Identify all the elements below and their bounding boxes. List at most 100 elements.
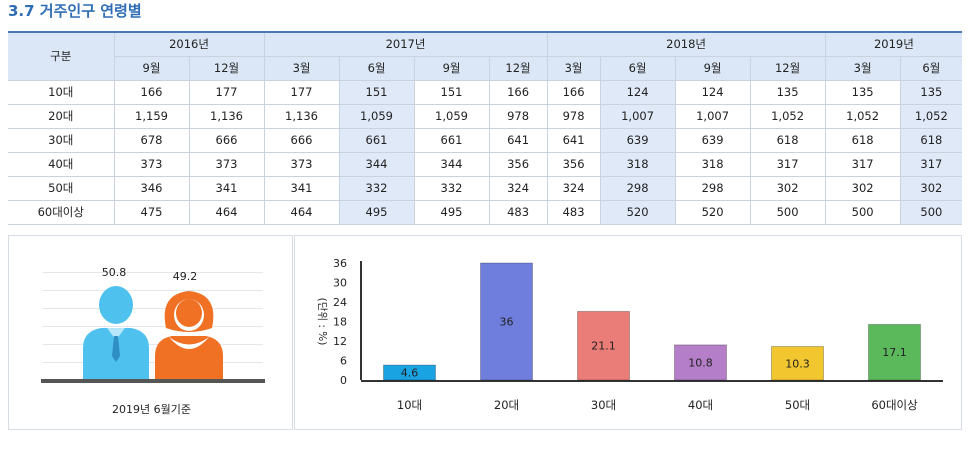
- month-header: 3월: [264, 56, 340, 81]
- month-header: 3월: [547, 56, 601, 81]
- month-header: 12월: [750, 56, 826, 81]
- table-cell: 166: [114, 80, 190, 105]
- table-cell: 978: [547, 104, 601, 129]
- table-cell: 1,136: [264, 104, 340, 129]
- table-cell: 356: [489, 152, 548, 177]
- table-cell: 135: [750, 80, 826, 105]
- y-tick-label: 24: [333, 296, 347, 309]
- x-category-label: 60대이상: [871, 398, 918, 412]
- table-cell: 520: [600, 200, 676, 225]
- table-cell: 317: [900, 152, 963, 177]
- bar-value-label: 4.6: [401, 367, 419, 380]
- table-cell: 341: [264, 176, 340, 201]
- y-tick-label: 6: [340, 355, 347, 368]
- table-cell: 1,007: [675, 104, 751, 129]
- table-cell: 332: [339, 176, 415, 201]
- month-header: 6월: [339, 56, 415, 81]
- year-header: 2018년: [547, 31, 826, 57]
- table-cell: 318: [600, 152, 676, 177]
- table-cell: 666: [264, 128, 340, 153]
- y-tick-label: 0: [340, 374, 347, 387]
- male-person-icon: [83, 286, 149, 381]
- table-cell: 520: [675, 200, 751, 225]
- row-label: 50대: [8, 176, 115, 201]
- bar-6: [868, 323, 921, 381]
- table-cell: 483: [547, 200, 601, 225]
- table-cell: 475: [114, 200, 190, 225]
- table-cell: 666: [189, 128, 265, 153]
- table-cell: 661: [414, 128, 490, 153]
- month-header: 9월: [675, 56, 751, 81]
- table-cell: 1,059: [414, 104, 490, 129]
- table-cell: 135: [825, 80, 901, 105]
- table-cell: 298: [675, 176, 751, 201]
- year-header: 2016년: [114, 31, 265, 57]
- table-cell: 1,052: [900, 104, 963, 129]
- year-header-row: 구분 2016년 2017년 2018년 2019년: [8, 31, 963, 81]
- x-category-label: 20대: [494, 398, 519, 412]
- table-cell: 483: [489, 200, 548, 225]
- age-population-table: 구분 2016년 2017년 2018년 2019년 9월 12월 3월 6월 9월 12월 3월…: [8, 31, 963, 225]
- grid-line: [43, 290, 263, 291]
- table-cell: 618: [750, 128, 826, 153]
- age-ratio-chart-panel: 0 6 12 18 24 30 36 (단위 : %) 4.6 10대 36 20대 21.1 30대 10…: [294, 235, 962, 430]
- row-label: 40대: [8, 152, 115, 177]
- table-cell: 124: [600, 80, 676, 105]
- table-cell: 373: [189, 152, 265, 177]
- table-cell: 302: [900, 176, 963, 201]
- table-cell: 332: [414, 176, 490, 201]
- bar-value-label: 10.3: [785, 357, 810, 370]
- gender-figures: [83, 286, 223, 381]
- month-header: 12월: [189, 56, 265, 81]
- table-cell: 135: [900, 80, 963, 105]
- x-category-label: 30대: [591, 398, 616, 412]
- bar-5: [771, 346, 824, 381]
- corner-header: 구분: [8, 31, 115, 81]
- table-cell: 500: [900, 200, 963, 225]
- table-cell: 661: [339, 128, 415, 153]
- table-cell: 124: [675, 80, 751, 105]
- grid-line: [43, 344, 263, 345]
- section-title: 3.7 거주인구 연령별: [8, 2, 142, 20]
- table-cell: 500: [750, 200, 826, 225]
- table-cell: 341: [189, 176, 265, 201]
- table-row: 50대 346 341 341 332 332 324 324 298 298 302 302 302: [8, 176, 963, 201]
- table-cell: 1,007: [600, 104, 676, 129]
- gender-ratio-panel: 50.8 49.2 2019년 6월기준: [8, 235, 293, 430]
- table-cell: 978: [489, 104, 548, 129]
- table-cell: 166: [547, 80, 601, 105]
- grid-line: [43, 326, 263, 327]
- table-cell: 495: [339, 200, 415, 225]
- table-row: 20대 1,159 1,136 1,136 1,059 1,059 978 978 1,007 1…: [8, 104, 963, 129]
- female-person-icon: [155, 291, 223, 381]
- table-cell: 302: [750, 176, 826, 201]
- table-cell: 177: [189, 80, 265, 105]
- table-cell: 344: [414, 152, 490, 177]
- table-row: 60대이상 475 464 464 495 495 483 483 520 520 500 500 50…: [8, 200, 963, 225]
- grid-line: [43, 362, 263, 363]
- table-cell: 151: [339, 80, 415, 105]
- bar-1: [383, 364, 436, 381]
- table-row: 10대 166 177 177 151 151 166 166 124 124 135 135 135: [8, 80, 963, 105]
- table-cell: 298: [600, 176, 676, 201]
- month-header: 3월: [825, 56, 901, 81]
- bar-value-label: 21.1: [591, 340, 616, 353]
- table-cell: 1,052: [825, 104, 901, 129]
- month-header: 9월: [114, 56, 190, 81]
- table-cell: 464: [189, 200, 265, 225]
- grid-line: [43, 308, 263, 309]
- month-header-row: 9월 12월 3월 6월 9월 12월 3월 6월 9월 12월 3월 6월: [8, 56, 963, 81]
- y-tick-label: 30: [333, 277, 347, 290]
- table-cell: 641: [489, 128, 548, 153]
- table-row: 30대 678 666 666 661 661 641 641 639 639 618 618 618: [8, 128, 963, 153]
- female-percent: 49.2: [172, 270, 198, 283]
- month-header: 6월: [900, 56, 963, 81]
- table-cell: 344: [339, 152, 415, 177]
- table-cell: 1,159: [114, 104, 190, 129]
- bar-2: [480, 262, 533, 381]
- table-cell: 373: [264, 152, 340, 177]
- table-cell: 177: [264, 80, 340, 105]
- table-cell: 373: [114, 152, 190, 177]
- bar-3: [577, 310, 630, 381]
- age-ratio-bar-chart: 0 6 12 18 24 30 36 (단위 : %) 4.6 10대 36 20대 21.1 30대 10…: [316, 257, 943, 412]
